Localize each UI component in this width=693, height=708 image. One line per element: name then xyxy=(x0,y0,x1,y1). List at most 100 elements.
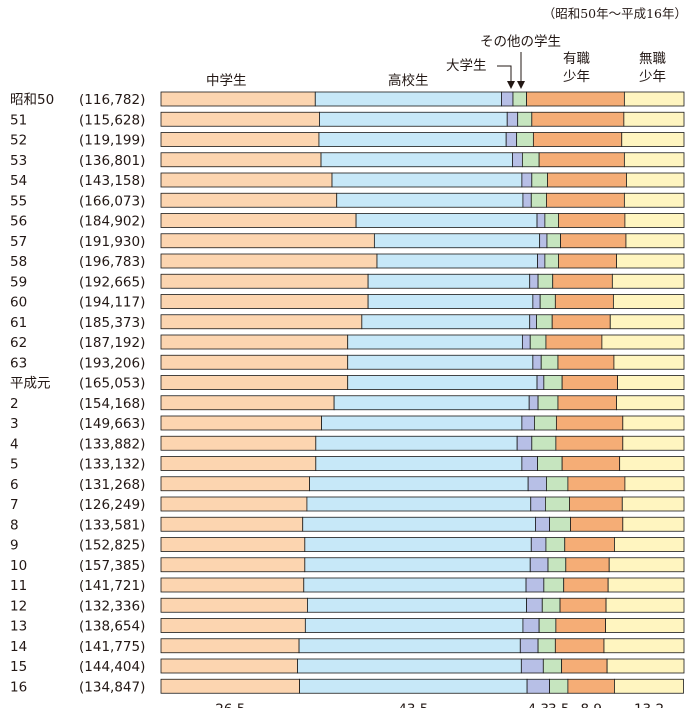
row-year-label: 2 xyxy=(10,396,19,412)
row-count-label: (116,782) xyxy=(79,92,145,108)
bar-segment-other xyxy=(545,537,566,552)
bar-segment-other xyxy=(541,597,561,613)
bar-row: 8 (133,581) xyxy=(10,516,685,533)
bar-segment-high-school xyxy=(321,415,523,431)
bar-segment-employed xyxy=(561,658,608,674)
bar-segment-junior-high xyxy=(160,597,308,613)
row-year-label: 昭和50 xyxy=(10,92,54,108)
bar-segment-employed xyxy=(570,516,624,532)
bar-segment-junior-high xyxy=(160,516,304,532)
bar-segment-high-school xyxy=(367,273,531,289)
bar-segment-junior-high xyxy=(160,395,335,411)
university-pointer-arrowhead xyxy=(507,81,515,89)
bar-segment-university xyxy=(528,395,539,411)
bar-segment-employed xyxy=(561,375,618,390)
bar-row: 4 (133,882) xyxy=(10,435,685,452)
row-year-label: 16 xyxy=(10,679,27,695)
bar-row: 51 (115,628) xyxy=(10,111,685,128)
bar-segment-high-school xyxy=(306,496,532,512)
bar-segment-employed xyxy=(526,91,625,107)
bar-segment-university xyxy=(516,435,533,451)
bar-segment-junior-high xyxy=(160,537,306,552)
bar-segment-junior-high xyxy=(160,172,333,188)
bar-segment-unemployed xyxy=(613,354,685,370)
row-year-label: 57 xyxy=(10,234,27,250)
header-unemployed-line1: 無職 xyxy=(639,51,666,67)
bar-segment-university xyxy=(529,557,549,573)
bar-row: 6 (131,268) xyxy=(10,476,685,493)
bar-segment-other xyxy=(517,111,533,127)
row-count-label: (133,132) xyxy=(79,457,145,473)
bar-segment-university xyxy=(535,516,550,532)
bar-segment-employed xyxy=(557,395,617,411)
row-count-label: (191,930) xyxy=(79,234,145,250)
bar-segment-unemployed xyxy=(622,435,685,451)
bottom-value-label: 8.9 xyxy=(580,701,601,708)
bar-segment-high-school xyxy=(304,537,532,552)
bar-row: 54 (143,158) xyxy=(10,172,685,189)
bar-segment-university xyxy=(526,678,550,694)
bar-segment-other xyxy=(543,577,565,593)
bar-row: 52 (119,199) xyxy=(10,132,685,149)
bar-segment-unemployed xyxy=(623,91,685,107)
bar-segment-junior-high xyxy=(160,253,378,269)
bar-row: 56 (184,902) xyxy=(10,213,685,230)
bar-segment-university xyxy=(501,91,514,107)
bar-segment-unemployed xyxy=(601,334,685,350)
bar-segment-high-school xyxy=(318,132,507,147)
bar-segment-employed xyxy=(560,233,627,249)
bar-segment-high-school xyxy=(367,294,534,309)
bar-segment-unemployed xyxy=(623,192,685,208)
row-year-label: 56 xyxy=(10,214,27,230)
row-year-label: 13 xyxy=(10,619,27,635)
bar-segment-employed xyxy=(532,132,623,147)
row-count-label: (166,073) xyxy=(79,193,145,209)
row-count-label: (194,117) xyxy=(79,295,145,311)
bar-segment-high-school xyxy=(309,476,529,492)
bar-row: 15 (144,404) xyxy=(10,658,685,675)
header-employed-line1: 有職 xyxy=(563,51,590,67)
bar-segment-university xyxy=(530,496,546,512)
bar-segment-other xyxy=(547,557,567,573)
bar-segment-employed xyxy=(538,152,625,168)
bar-segment-other xyxy=(534,415,557,431)
bar-segment-high-school xyxy=(303,577,527,593)
bottom-value-label: 4.3 xyxy=(528,701,549,708)
row-count-label: (126,249) xyxy=(79,497,145,513)
row-year-label: 61 xyxy=(10,315,27,331)
bar-segment-unemployed xyxy=(616,395,685,411)
bar-row: 60 (194,117) xyxy=(10,294,685,311)
bar-row: 12 (132,336) xyxy=(10,597,685,614)
bar-segment-other xyxy=(546,476,569,492)
row-count-label: (133,581) xyxy=(79,517,145,533)
bar-row: 平成元 (165,053) xyxy=(10,375,685,392)
row-year-label: 11 xyxy=(10,578,27,594)
bar-segment-high-school xyxy=(319,111,508,127)
bar-segment-employed xyxy=(555,618,606,633)
bar-segment-other xyxy=(549,678,569,694)
bar-segment-unemployed xyxy=(622,415,685,431)
bar-segment-unemployed xyxy=(617,375,685,390)
bar-segment-other xyxy=(536,314,553,330)
bar-segment-unemployed xyxy=(619,456,685,471)
row-year-label: 51 xyxy=(10,112,27,128)
row-count-label: (115,628) xyxy=(79,112,145,128)
bar-segment-unemployed xyxy=(624,213,685,228)
bar-segment-employed xyxy=(554,638,605,654)
bar-row: 16 (134,847) xyxy=(10,678,684,695)
bar-segment-employed xyxy=(557,354,615,370)
header-other-students: その他の学生 xyxy=(480,34,561,50)
bar-segment-employed xyxy=(546,192,625,208)
university-pointer-line xyxy=(497,65,512,83)
bar-segment-high-school xyxy=(304,557,531,573)
bar-segment-other xyxy=(512,91,527,107)
bar-segment-unemployed xyxy=(603,638,685,654)
bar-segment-junior-high xyxy=(160,456,317,471)
bar-segment-junior-high xyxy=(160,678,300,694)
bar-row: 5 (133,132) xyxy=(10,456,685,473)
bar-segment-high-school xyxy=(320,152,513,168)
bar-segment-unemployed xyxy=(621,132,685,147)
bar-segment-university xyxy=(522,192,532,208)
row-count-label: (133,882) xyxy=(79,436,145,452)
period-note: （昭和50年～平成16年） xyxy=(542,6,687,21)
